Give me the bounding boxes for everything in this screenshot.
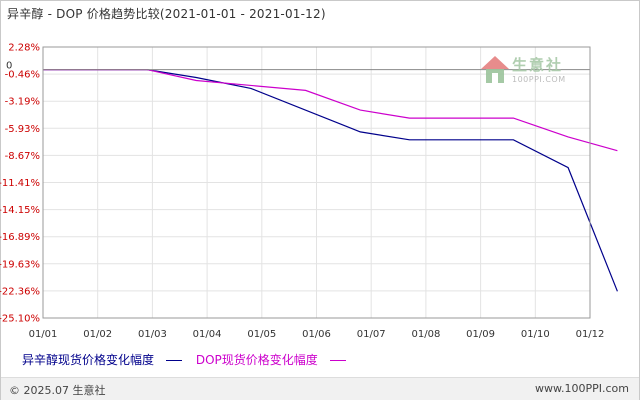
legend: 异辛醇现货价格变化幅度 DOP现货价格变化幅度 bbox=[22, 351, 356, 368]
y-tick-label: -3.19% bbox=[5, 97, 40, 108]
y-tick-label: -14.15% bbox=[0, 205, 40, 216]
legend-item-series-2: DOP现货价格变化幅度 bbox=[196, 351, 346, 368]
x-tick-label: 01/10 bbox=[521, 329, 550, 340]
watermark-name: 生意社 bbox=[512, 56, 564, 74]
y-tick-label: -8.67% bbox=[5, 151, 40, 162]
x-tick-label: 01/05 bbox=[247, 329, 276, 340]
footer-site-link[interactable]: www.100PPI.com bbox=[535, 382, 629, 395]
footer-bar: © 2025.07 生意社 www.100PPI.com bbox=[1, 377, 639, 400]
x-tick-label: 01/09 bbox=[466, 329, 495, 340]
x-tick-label: 01/03 bbox=[138, 329, 167, 340]
y-tick-label: -22.36% bbox=[0, 286, 40, 297]
legend-item-series-1: 异辛醇现货价格变化幅度 bbox=[22, 351, 183, 368]
legend-label-series-2: DOP现货价格变化幅度 bbox=[195, 353, 318, 367]
chart-title: 异辛醇 - DOP 价格趋势比较(2021-01-01 - 2021-01-12… bbox=[7, 7, 326, 21]
y-tick-label: -0.46% bbox=[5, 70, 40, 81]
watermark: 生意社 100PPI.COM bbox=[480, 53, 580, 89]
house-logo-icon bbox=[481, 56, 509, 83]
series-lines bbox=[43, 68, 618, 292]
y-tick-label: -11.41% bbox=[0, 178, 40, 189]
y-tick-label: -25.10% bbox=[0, 314, 40, 325]
y-tick-label: -19.63% bbox=[0, 259, 40, 270]
x-tick-label: 01/04 bbox=[193, 329, 222, 340]
legend-swatch-series-2 bbox=[329, 359, 346, 361]
zero-label: 0 bbox=[6, 61, 12, 72]
x-tick-label: 01/07 bbox=[357, 329, 386, 340]
watermark-url: 100PPI.COM bbox=[512, 75, 566, 84]
plot-border bbox=[42, 46, 591, 319]
x-tick-label: 01/02 bbox=[83, 329, 112, 340]
legend-label-series-1: 异辛醇现货价格变化幅度 bbox=[22, 353, 155, 367]
tick-labels: 2.28% -0.46% -3.19% -5.93% -8.67% -11.41% -14.… bbox=[0, 43, 604, 341]
x-tick-label: 01/01 bbox=[29, 329, 58, 340]
x-tick-label: 01/08 bbox=[411, 329, 440, 340]
footer-copyright: © 2025.07 生意社 bbox=[9, 384, 106, 397]
y-tick-label: -16.89% bbox=[0, 232, 40, 243]
y-tick-label: -5.93% bbox=[5, 124, 40, 135]
legend-swatch-series-1 bbox=[166, 359, 183, 361]
series-line-1 bbox=[43, 68, 618, 292]
y-tick-label: 2.28% bbox=[8, 43, 40, 54]
x-tick-label: 01/06 bbox=[302, 329, 331, 340]
x-tick-label: 01/12 bbox=[576, 329, 605, 340]
